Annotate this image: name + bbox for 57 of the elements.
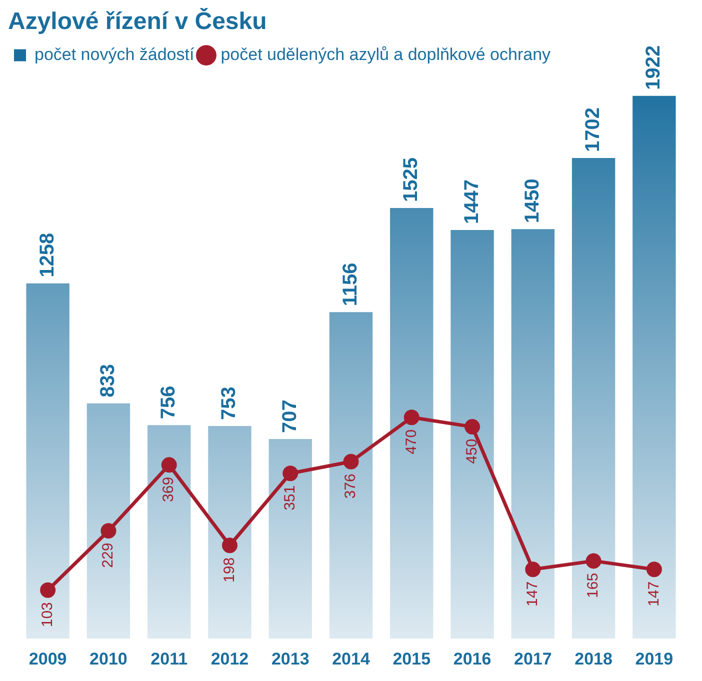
bar: [572, 158, 616, 639]
x-tick-label: 2015: [392, 649, 431, 668]
x-tick-label: 2013: [271, 649, 310, 668]
data-label: 756: [158, 386, 180, 420]
data-label: 753: [218, 386, 240, 420]
data-label: 103: [38, 602, 56, 628]
data-label: 1447: [460, 179, 483, 224]
x-tick-label: 2010: [90, 649, 128, 668]
x-tick-label: 2019: [635, 649, 674, 668]
data-label: 1702: [582, 107, 604, 152]
data-label: 147: [645, 581, 662, 606]
bar: [147, 425, 191, 639]
data-label: 351: [282, 485, 299, 510]
bar: [390, 208, 434, 639]
point: [343, 454, 359, 470]
data-label: 1450: [521, 178, 544, 224]
x-tick-label: 2012: [210, 649, 249, 668]
point: [161, 457, 177, 473]
point: [525, 562, 541, 578]
x-tick-label: 2016: [453, 649, 492, 668]
data-label: 147: [524, 581, 542, 606]
x-tick-label: 2009: [28, 649, 67, 668]
x-tick-label: 2014: [332, 649, 370, 668]
legend-label: počet nových žádostí: [34, 44, 194, 64]
bar: [511, 229, 555, 639]
data-label: 1525: [400, 157, 422, 202]
bar: [329, 312, 373, 639]
data-label: 198: [220, 557, 238, 582]
data-label: 707: [278, 400, 301, 433]
bar: [86, 403, 130, 639]
point: [282, 466, 298, 482]
x-tick-label: 2017: [514, 649, 552, 668]
point: [222, 538, 238, 554]
bar: [26, 283, 70, 639]
data-label: 450: [463, 438, 480, 464]
point: [586, 553, 602, 569]
point: [40, 582, 56, 598]
x-tick-label: 2011: [150, 649, 188, 668]
data-label: 1156: [340, 262, 362, 306]
data-label: 369: [160, 476, 178, 502]
data-label: 833: [96, 364, 119, 398]
data-label: 1258: [36, 232, 58, 278]
point: [100, 523, 116, 539]
data-label: 165: [584, 572, 602, 598]
data-label: 376: [342, 474, 360, 499]
point: [646, 562, 662, 578]
data-label: 229: [100, 542, 117, 568]
bar: [268, 438, 312, 639]
data-label: 1922: [642, 45, 665, 90]
x-tick-label: 2018: [574, 649, 612, 668]
data-label: 470: [402, 429, 420, 454]
bar: [450, 230, 494, 639]
point: [404, 410, 420, 426]
point: [464, 419, 480, 435]
bar: [208, 426, 252, 639]
legend-label: počet udělených azylů a doplňkové ochrany: [220, 44, 552, 64]
bar: [632, 96, 676, 639]
